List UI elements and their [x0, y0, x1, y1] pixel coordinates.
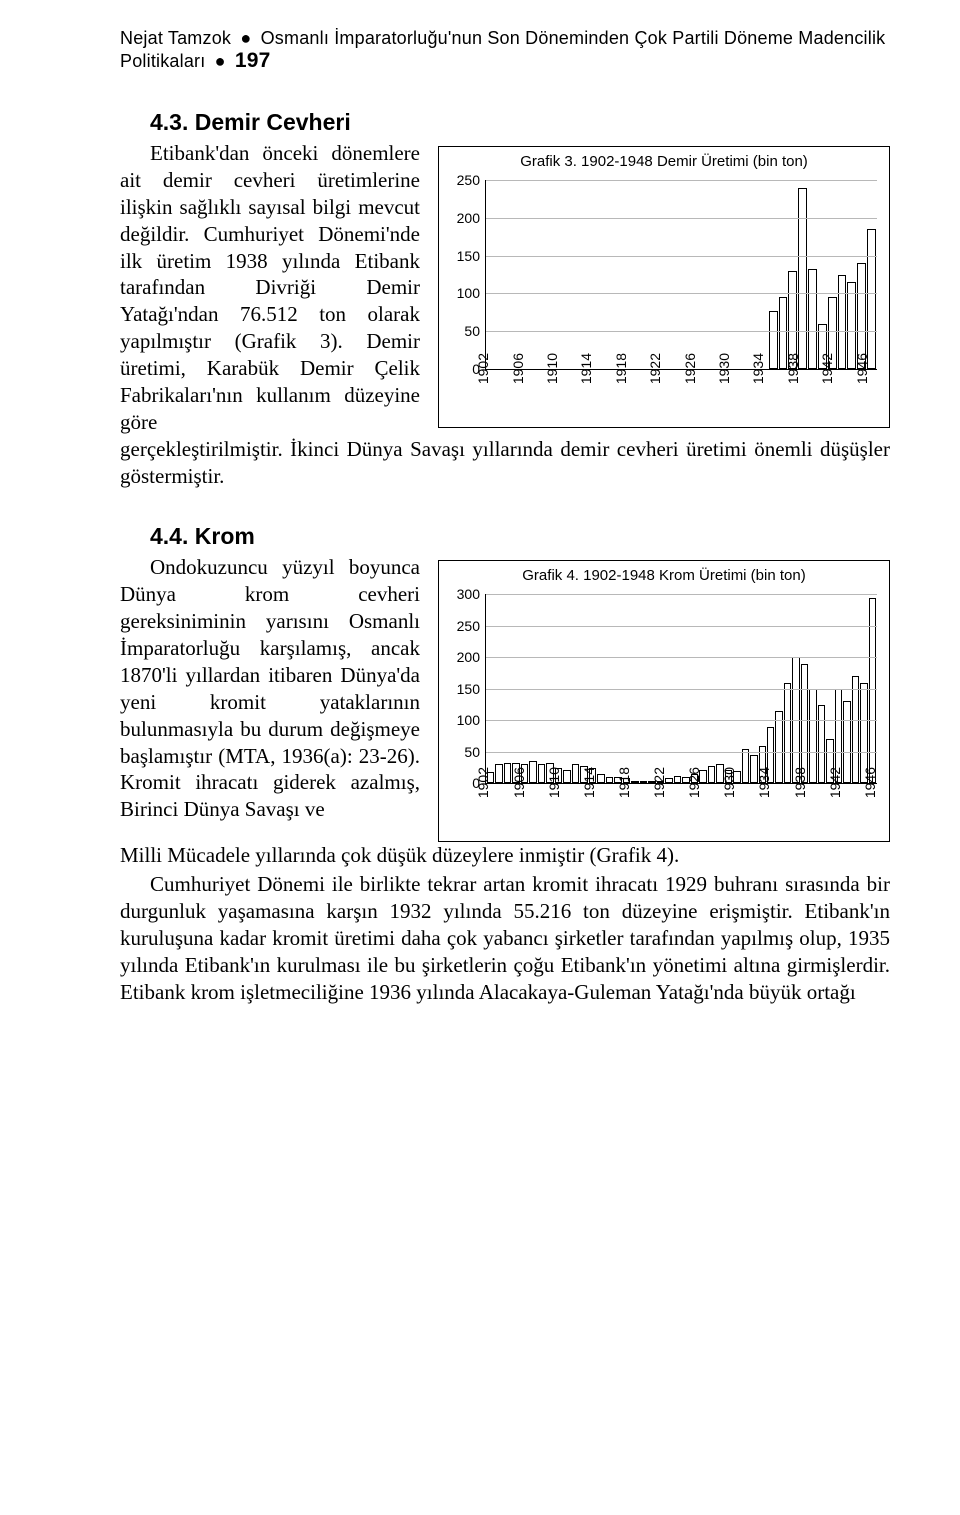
header-author: Nejat Tamzok	[120, 28, 231, 48]
chart-3-bars	[486, 180, 877, 369]
grid-line	[486, 256, 877, 257]
section-4-3-para: Etibank'dan önceki dönemlere ait demir c…	[120, 140, 420, 436]
chart-3-xticks: 1902190619101914191819221926193019341938…	[479, 353, 883, 403]
y-tick-label: 250	[446, 172, 480, 188]
chart-3-plot: 050100150200250	[485, 180, 877, 370]
x-tick-label: 1918	[616, 767, 632, 798]
chart-3: Grafik 3. 1902-1948 Demir Üretimi (bin t…	[438, 146, 890, 428]
grid-line	[486, 657, 877, 658]
header-dot: ●	[211, 51, 230, 71]
chart-4-plot: 050100150200250300	[485, 594, 877, 784]
page: Nejat Tamzok ● Osmanlı İmparatorluğu'nun…	[0, 0, 960, 1046]
grid-line	[486, 594, 877, 595]
section-4-3-row: Etibank'dan önceki dönemlere ait demir c…	[120, 140, 890, 436]
x-tick-label: 1906	[510, 353, 526, 384]
bar	[801, 664, 808, 784]
x-tick-label: 1918	[613, 353, 629, 384]
grid-line	[486, 689, 877, 690]
section-4-4-para2: Cumhuriyet Dönemi ile birlikte tekrar ar…	[120, 871, 890, 1005]
x-tick-label: 1942	[827, 767, 843, 798]
chart-3-title: Grafik 3. 1902-1948 Demir Üretimi (bin t…	[445, 153, 883, 170]
x-tick-label: 1930	[716, 353, 732, 384]
y-tick-label: 150	[446, 681, 480, 697]
y-tick-label: 50	[446, 744, 480, 760]
page-number: 197	[235, 49, 271, 72]
x-tick-label: 1934	[756, 767, 772, 798]
grid-line	[486, 720, 877, 721]
chart-4-xticks: 1902190619101914191819221926193019341938…	[479, 767, 883, 817]
x-tick-label: 1942	[819, 353, 835, 384]
grid-line	[486, 752, 877, 753]
x-tick-label: 1938	[785, 353, 801, 384]
grid-line	[486, 218, 877, 219]
y-tick-label: 300	[446, 586, 480, 602]
section-4-3-heading: 4.3. Demir Cevheri	[150, 109, 890, 136]
section-4-4-continuation: Milli Mücadele yıllarında çok düşük düze…	[120, 842, 890, 869]
section-4-4-heading: 4.4. Krom	[150, 523, 890, 550]
x-tick-label: 1906	[511, 767, 527, 798]
y-tick-label: 50	[446, 323, 480, 339]
x-tick-label: 1914	[578, 353, 594, 384]
section-4-3-continuation: gerçekleştirilmiştir. İkinci Dünya Savaş…	[120, 436, 890, 490]
y-tick-label: 100	[446, 285, 480, 301]
y-tick-label: 100	[446, 712, 480, 728]
section-4-4-row: Ondokuzuncu yüzyıl boyunca Dünya krom ce…	[120, 554, 890, 842]
x-tick-label: 1934	[750, 353, 766, 384]
y-tick-label: 200	[446, 649, 480, 665]
x-tick-label: 1926	[682, 353, 698, 384]
grid-line	[486, 331, 877, 332]
running-header: Nejat Tamzok ● Osmanlı İmparatorluğu'nun…	[120, 28, 890, 73]
chart-4: Grafik 4. 1902-1948 Krom Üretimi (bin to…	[438, 560, 890, 842]
header-dot: ●	[236, 28, 255, 48]
x-tick-label: 1926	[686, 767, 702, 798]
section-4-4-para: Ondokuzuncu yüzyıl boyunca Dünya krom ce…	[120, 554, 420, 823]
y-tick-label: 250	[446, 618, 480, 634]
bar	[798, 188, 807, 369]
section-4-4-left: Ondokuzuncu yüzyıl boyunca Dünya krom ce…	[120, 554, 420, 823]
y-tick-label: 200	[446, 210, 480, 226]
x-tick-label: 1946	[862, 767, 878, 798]
chart-4-title: Grafik 4. 1902-1948 Krom Üretimi (bin to…	[445, 567, 883, 584]
x-tick-label: 1902	[475, 353, 491, 384]
x-tick-label: 1914	[581, 767, 597, 798]
x-tick-label: 1930	[721, 767, 737, 798]
y-tick-label: 150	[446, 248, 480, 264]
grid-line	[486, 626, 877, 627]
grid-line	[486, 180, 877, 181]
section-4-3-left: Etibank'dan önceki dönemlere ait demir c…	[120, 140, 420, 436]
x-tick-label: 1922	[647, 353, 663, 384]
x-tick-label: 1922	[651, 767, 667, 798]
bar	[867, 229, 876, 369]
x-tick-label: 1910	[544, 353, 560, 384]
x-tick-label: 1902	[475, 767, 491, 798]
x-tick-label: 1938	[792, 767, 808, 798]
x-tick-label: 1946	[854, 353, 870, 384]
x-tick-label: 1910	[546, 767, 562, 798]
grid-line	[486, 293, 877, 294]
